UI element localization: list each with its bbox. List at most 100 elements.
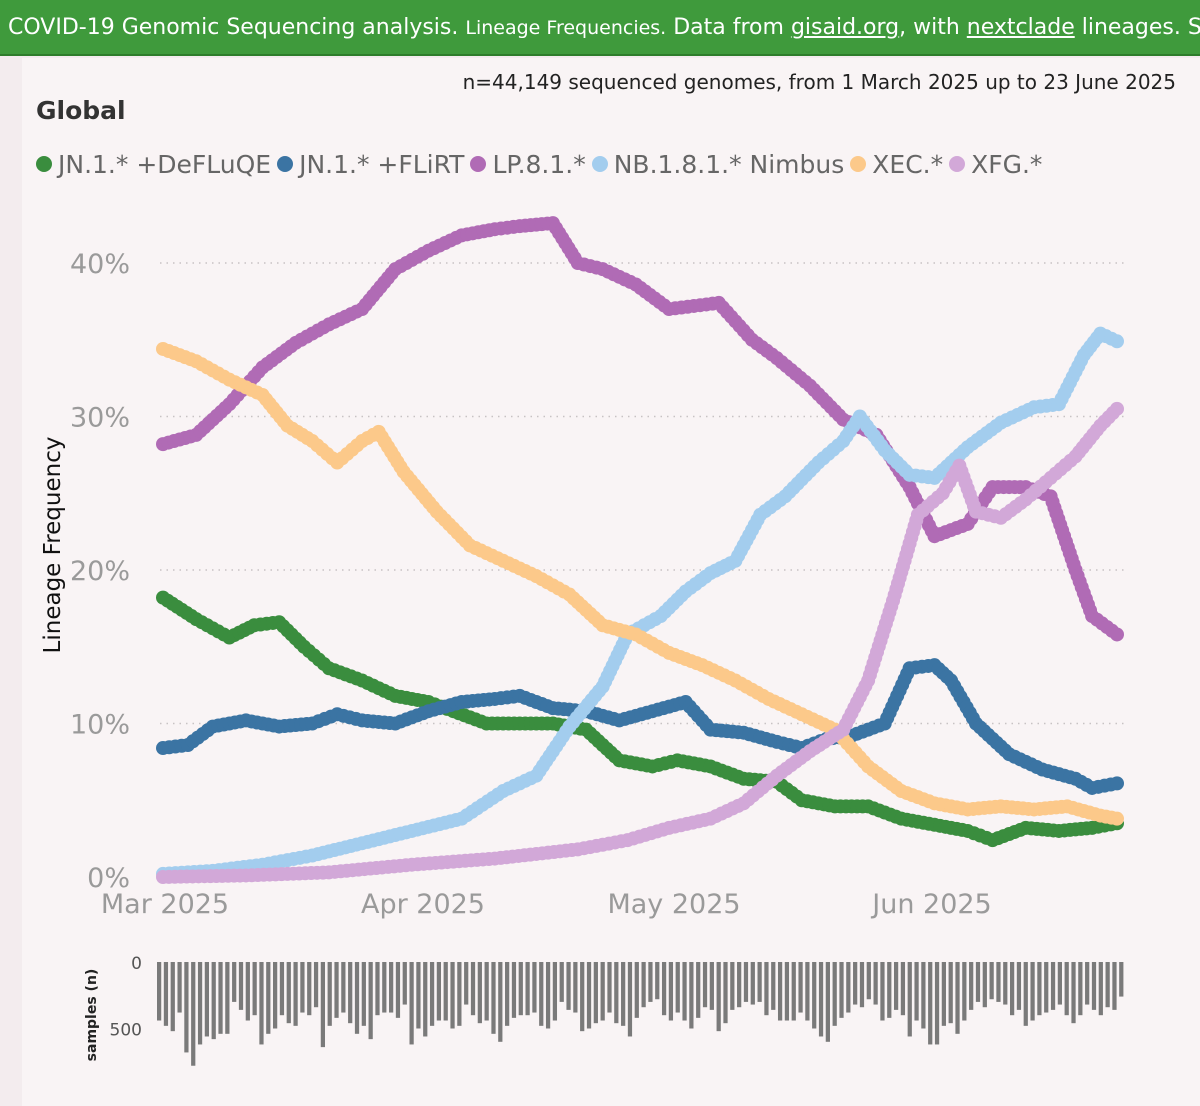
sample-bar — [279, 962, 285, 1016]
legend-item[interactable]: XEC.* — [850, 150, 943, 179]
sample-bar — [1085, 962, 1090, 1005]
sample-bar — [170, 962, 175, 1032]
sample-bar — [873, 962, 878, 1005]
legend-label: XEC.* — [872, 150, 944, 179]
sample-bar — [818, 962, 824, 1037]
sample-bar — [593, 962, 598, 1024]
sample-bar — [955, 962, 960, 1034]
sample-bar — [238, 962, 244, 1010]
sample-bar — [702, 962, 708, 1008]
sample-bar — [505, 962, 510, 1026]
legend-item[interactable]: XFG.* — [949, 150, 1042, 179]
sample-bar — [750, 962, 755, 1005]
sample-bar — [668, 962, 674, 1021]
sample-bar — [539, 962, 544, 1026]
sample-bar — [812, 962, 817, 1029]
y-axis: 0% 10% 20% 30% 40% Lineage Frequency — [40, 249, 130, 894]
sample-bar — [429, 962, 435, 1026]
sample-bar — [402, 962, 407, 1005]
sample-bar — [730, 962, 735, 1010]
sample-bar — [634, 962, 639, 1018]
banner-subtitle: Lineage Frequencies. — [465, 17, 667, 39]
samples-bars: 0 500 samples (n) — [84, 954, 1124, 1066]
sample-bar — [552, 962, 558, 1021]
y-tick-label: 10% — [70, 710, 130, 741]
legend-item[interactable]: NB.1.8.1.* Nimbus — [591, 150, 844, 179]
sample-bar — [948, 962, 953, 1024]
legend-marker-icon — [470, 156, 487, 172]
x-axis: Mar 2025 Apr 2025 May 2025 Jun 2025 — [101, 889, 992, 920]
x-tick-label: Jun 2025 — [870, 889, 991, 920]
sample-bar — [1105, 962, 1110, 1008]
sample-bar — [982, 962, 987, 1008]
sample-bar — [545, 962, 551, 1029]
sample-bar — [614, 962, 619, 1024]
region-title: Global — [36, 96, 126, 125]
legend-item[interactable]: JN.1.* +DeFLuQE — [36, 150, 271, 179]
sample-bar — [580, 962, 585, 1032]
sample-bar — [716, 962, 721, 1032]
sample-bar — [600, 962, 605, 1021]
data-point — [1110, 776, 1124, 791]
sample-bar — [211, 962, 216, 1040]
sample-bar — [518, 962, 523, 1016]
sample-bar — [975, 962, 981, 1002]
sample-bar — [921, 962, 926, 1029]
sample-bar — [423, 962, 428, 1037]
legend-label: XFG.* — [971, 150, 1043, 179]
sample-bar — [313, 962, 319, 1008]
sample-bar — [1098, 962, 1103, 1016]
sample-bar — [450, 962, 455, 1029]
sample-bar — [184, 962, 189, 1053]
legend-marker-icon — [591, 156, 608, 172]
y-tick-label: 20% — [70, 556, 130, 587]
gisaid-link[interactable]: gisaid.org — [790, 15, 900, 40]
sample-bar — [266, 962, 271, 1034]
sample-bar — [723, 962, 728, 1024]
series-group — [156, 341, 1124, 826]
sample-bar — [1091, 962, 1097, 1010]
data-point — [1110, 401, 1124, 416]
banner-with-text: , with — [899, 15, 967, 40]
sample-bar — [914, 962, 919, 1021]
sample-bar — [443, 962, 448, 1021]
x-tick-label: May 2025 — [607, 889, 740, 920]
sample-bar — [559, 962, 564, 1002]
legend-marker-icon — [949, 156, 966, 172]
legend-item[interactable]: LP.8.1.* — [470, 150, 586, 179]
sample-bar — [969, 962, 974, 1010]
sample-bar — [887, 962, 892, 1018]
sample-bar — [491, 962, 496, 1034]
sample-bar — [259, 962, 264, 1045]
sample-bar — [232, 962, 237, 1002]
sample-bar — [682, 962, 687, 1021]
sample-bar — [252, 962, 257, 1016]
nextclade-link[interactable]: nextclade — [966, 15, 1075, 40]
sample-bar — [1057, 962, 1062, 1005]
sample-bar — [648, 962, 653, 1002]
sample-bar — [607, 962, 612, 1013]
sample-bar — [293, 962, 298, 1026]
sample-bar — [1016, 962, 1022, 1010]
legend-marker-icon — [36, 156, 52, 172]
sample-bar — [1003, 962, 1008, 1005]
sample-bar — [791, 962, 796, 1021]
legend-label: JN.1.* +DeFLuQE — [58, 150, 272, 179]
sample-bar — [907, 962, 912, 1037]
sample-bar — [1009, 962, 1015, 1016]
series-group — [156, 326, 1124, 881]
sample-bar — [498, 962, 503, 1042]
sample-bar — [880, 962, 885, 1021]
sample-bar — [641, 962, 646, 1008]
banner-text: COVID-19 Genomic Sequencing analysis. Li… — [8, 14, 1200, 42]
samples-axis-label: samples (n) — [84, 969, 100, 1062]
sample-bar — [532, 962, 537, 1013]
sample-bar — [989, 962, 994, 1000]
legend-item[interactable]: JN.1.* +FLiRT — [277, 150, 464, 179]
legend-marker-icon — [277, 156, 294, 172]
sample-bar — [798, 962, 803, 1013]
y-tick-label: 0% — [87, 863, 130, 894]
sample-bar — [839, 962, 844, 1018]
data-point — [1110, 627, 1124, 642]
